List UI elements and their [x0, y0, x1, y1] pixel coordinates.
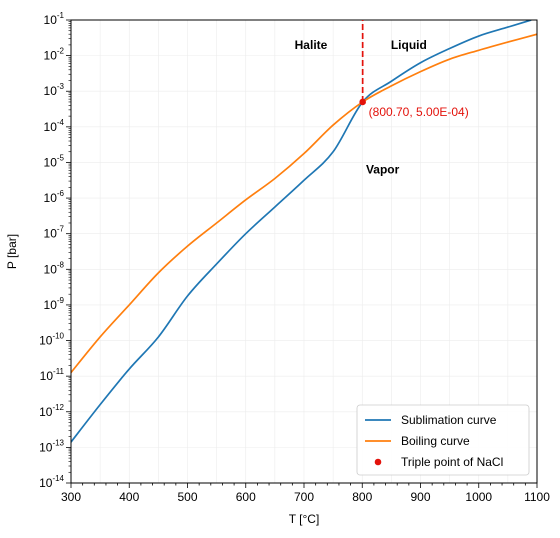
- region-label-liquid: Liquid: [391, 38, 427, 52]
- y-tick-label: 10-5: [44, 153, 65, 169]
- region-label-vapor: Vapor: [366, 163, 400, 177]
- x-tick-label: 800: [352, 490, 372, 504]
- region-label-halite: Halite: [295, 38, 328, 52]
- y-tick-label: 10-14: [39, 474, 64, 490]
- boiling-curve-line: [71, 33, 537, 374]
- x-tick-label: 400: [119, 490, 139, 504]
- x-tick-label: 900: [410, 490, 430, 504]
- triple-point-marker: [359, 98, 366, 106]
- legend: Sublimation curve Boiling curve Triple poi…: [356, 404, 530, 476]
- legend-entry-label: Sublimation curve: [401, 413, 497, 427]
- y-axis-label: P [bar]: [5, 234, 19, 269]
- series-layer: [71, 20, 537, 443]
- y-tick-label: 10-4: [44, 118, 65, 134]
- legend-entry-label: Boiling curve: [401, 434, 470, 448]
- y-tick-label: 10-11: [40, 367, 65, 383]
- y-tick-label: 10-6: [44, 189, 65, 205]
- y-tick-label: 10-1: [44, 11, 65, 27]
- y-tick-label: 10-7: [44, 225, 65, 241]
- y-tick-label: 10-13: [39, 438, 64, 454]
- x-tick-label: 700: [294, 490, 314, 504]
- y-tick-label: 10-8: [44, 260, 65, 276]
- y-tick-label: 10-3: [44, 82, 65, 98]
- y-tick-label: 10-2: [44, 47, 65, 63]
- annotations: (800.70, 5.00E-04) Halite Liquid Vapor: [295, 20, 469, 177]
- triple-point-label: (800.70, 5.00E-04): [369, 105, 469, 119]
- y-tick-label: 10-9: [44, 296, 65, 312]
- x-tick-label: 600: [236, 490, 256, 504]
- x-tick-label: 300: [61, 490, 81, 504]
- y-tick-label: 10-12: [39, 403, 64, 419]
- x-tick-label: 1000: [465, 490, 492, 504]
- x-tick-label: 500: [177, 490, 197, 504]
- x-axis-label: T [°C]: [289, 512, 320, 526]
- axes: 300 400 500 600 700 800 900 1000 1100 10-14 10-13 1…: [5, 11, 550, 526]
- x-tick-label: 1100: [524, 490, 550, 504]
- legend-box: [356, 404, 530, 476]
- legend-swatch: [374, 458, 382, 466]
- sublimation-curve-line: [71, 20, 532, 443]
- legend-entry-label: Triple point of NaCl: [401, 455, 503, 469]
- y-tick-label: 10-10: [39, 332, 64, 348]
